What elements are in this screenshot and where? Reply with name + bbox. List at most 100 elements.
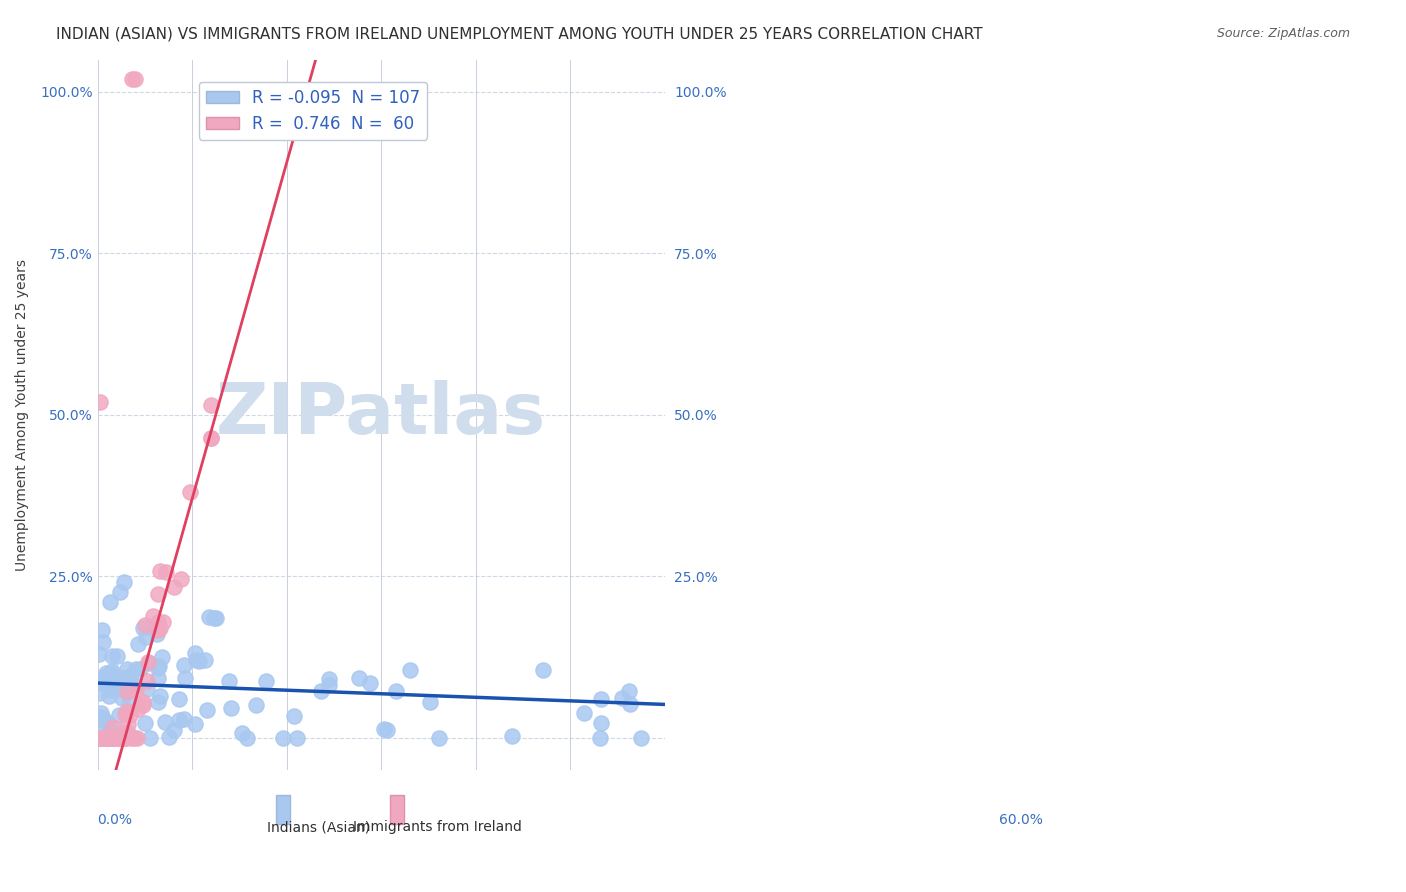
Point [127,636,149,650]
Point [146,661,169,675]
Point [90,706,112,720]
Point [149,689,172,703]
Point [153,715,176,730]
Point [204,610,226,624]
Point [159,730,181,744]
Point [173,671,195,685]
Point [89,731,111,745]
Point [101,649,124,664]
Point [173,658,195,673]
Point [96,715,118,730]
Point [318,673,340,687]
Point [218,673,240,688]
Point [87,648,110,662]
Point [98,731,121,745]
Point [114,725,136,739]
Point [114,706,136,721]
Point [112,574,135,589]
Point [117,717,139,731]
Point [90,731,112,745]
Point [115,662,138,676]
Point [94,666,117,681]
Point [318,678,340,692]
Point [375,723,398,737]
Text: Source: ZipAtlas.com: Source: ZipAtlas.com [1216,27,1350,40]
Point [589,692,612,706]
Point [96,668,118,682]
Point [134,716,156,731]
Point [96,731,118,745]
Point [115,705,138,719]
Point [572,706,595,721]
Point [112,680,135,694]
Point [91,634,114,648]
Point [111,672,134,686]
Point [87,731,110,745]
Text: Indians (Asian): Indians (Asian) [267,820,370,834]
Point [100,673,122,687]
Point [179,485,201,500]
Bar [276,795,291,823]
Point [531,663,554,677]
Point [619,697,641,711]
Point [127,731,149,745]
Point [87,731,110,745]
Point [167,692,190,706]
Point [373,722,395,736]
Point [120,731,142,745]
Point [384,683,406,698]
Point [101,731,124,745]
Point [101,666,124,681]
Point [184,646,207,660]
Point [188,654,211,668]
Point [111,731,134,745]
Point [167,714,190,728]
Point [112,731,135,745]
Point [591,715,613,730]
Point [138,656,160,670]
Point [219,700,242,714]
Point [93,677,115,691]
Point [121,72,143,87]
Point [186,653,208,667]
Point [91,711,114,725]
Text: 60.0%: 60.0% [998,813,1042,827]
Point [170,572,193,586]
Point [134,618,156,632]
Point [588,731,610,745]
Point [97,680,120,694]
Text: Immigrants from Ireland: Immigrants from Ireland [353,820,522,834]
Point [139,731,162,745]
Point [146,627,169,641]
Point [90,731,112,745]
Point [128,662,150,676]
Point [630,731,652,745]
Point [195,703,218,717]
Point [135,673,157,688]
Point [90,731,112,745]
Point [163,723,186,738]
Point [100,682,122,697]
Point [271,731,294,745]
Point [115,731,138,745]
Point [135,682,157,697]
Point [91,718,114,732]
Point [93,670,115,684]
Point [254,674,277,689]
Point [103,731,125,745]
Point [125,662,148,676]
Point [146,672,169,686]
Text: 0.0%: 0.0% [97,813,132,827]
Point [107,731,129,745]
Point [112,671,135,685]
Point [120,669,142,683]
Point [349,671,371,685]
Point [427,731,450,745]
Point [107,707,129,722]
Point [127,702,149,716]
Point [125,682,148,697]
Point [146,623,169,637]
Point [124,731,146,745]
Point [202,611,225,625]
Point [149,564,172,578]
